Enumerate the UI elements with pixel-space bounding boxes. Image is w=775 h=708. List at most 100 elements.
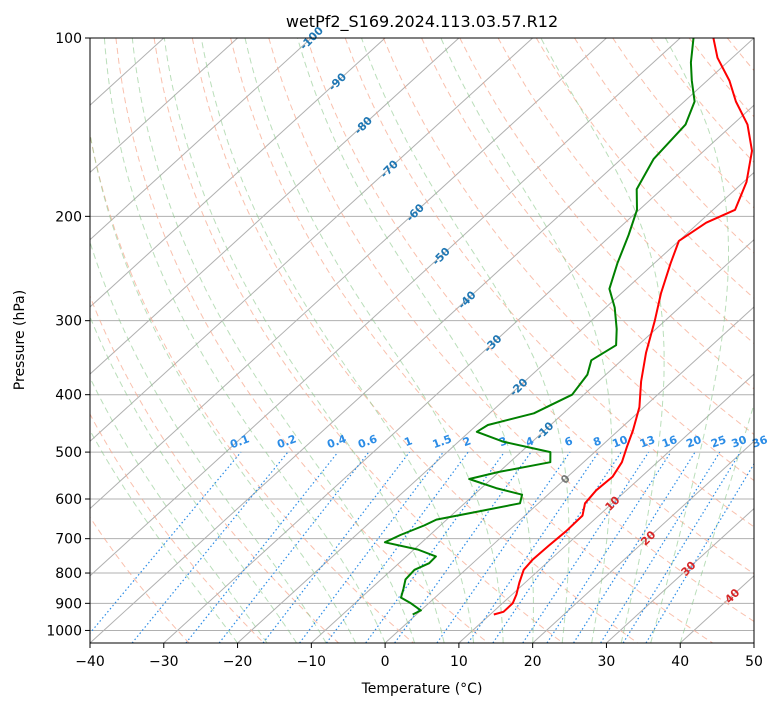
x-axis-label: Temperature (°C) [361,681,483,697]
moist-adiabat-line [650,38,729,643]
y-tick-label: 100 [55,31,82,47]
isotherm-line [90,38,460,375]
mixing-ratio-label: 2 [461,434,473,449]
dry-adiabat-line [90,132,414,643]
y-tick-label: 300 [55,314,82,330]
x-tick-label: −20 [223,654,253,670]
y-tick-label: 700 [55,532,82,548]
isotherm-line [237,171,754,643]
plot-frame [89,37,755,644]
moist-adiabat-line [90,130,357,643]
isotherm-line [310,238,754,643]
y-tick-label: 800 [55,566,82,582]
mixing-ratio-line [436,451,571,643]
mixing-ratio-label: 1 [402,434,414,449]
moist-adiabat-line [90,429,238,643]
mixing-ratio-line [645,462,754,643]
mixing-ratio-label: 36 [750,433,769,451]
mixing-ratio-line [131,451,289,643]
mixing-ratio-line [467,451,600,643]
mixing-ratio-label: 25 [709,433,728,450]
isotherm-line [163,104,754,643]
moist-adiabat-line [131,38,416,643]
moist-adiabat-line [90,240,327,643]
mixing-ratio-line [492,451,622,643]
isotherm-line [90,38,238,174]
moist-adiabat-line [163,38,445,643]
temperature-profile-line [493,38,753,616]
dry-adiabat-line [612,38,754,209]
x-axis-ticks: −40 −30 −20 −10 0 10 20 30 40 50 [75,643,763,670]
mixing-ratio-line [185,451,339,643]
x-tick-label: 40 [671,654,689,670]
mixing-ratio-line [262,451,410,643]
dry-adiabat-line [421,38,754,436]
mixing-ratio-label: 4 [524,434,536,449]
moist-adiabat-line [540,38,665,643]
y-tick-label: 600 [55,492,82,508]
mixing-ratio-line [394,451,532,643]
y-tick-label: 400 [55,388,82,404]
dry-adiabat-line [497,38,754,345]
isotherm-line [384,306,754,643]
mixing-ratio-label: 6 [563,434,575,449]
x-tick-label: −30 [149,654,179,670]
dry-adiabat-line [268,38,754,623]
x-tick-label: 0 [381,654,390,670]
sounding-profiles [383,38,753,616]
mixing-ratio-line [622,451,741,643]
isotherm-line [90,38,681,577]
moist-adiabat-line [297,38,534,643]
isotherm-line [90,38,607,510]
dry-adiabat-line [766,38,775,643]
moist-adiabat-line [440,38,613,643]
dry-adiabat-line [153,38,564,643]
mixing-ratio-label: 0.1 [228,432,251,451]
dry-adiabat-line [191,38,639,643]
moist-adiabat-line [361,38,570,643]
mixing-ratio-label: 30 [730,433,749,451]
mixing-ratio-label: 16 [660,433,679,451]
isotherm-line [753,642,754,643]
dry-adiabat-line [90,413,265,643]
y-tick-label: 900 [55,596,82,612]
y-axis-label: Pressure (hPa) [12,290,28,390]
y-axis-ticks: 1000 900 800 700 600 500 400 300 200 100 [46,31,90,639]
dry-adiabat-line [688,38,754,118]
mixing-ratio-label: 0.6 [356,432,379,451]
dry-adiabat-line [726,38,754,72]
dry-adiabat-line [90,516,190,643]
dewpoint-profile-line [383,38,696,616]
moist-adiabat-line [200,38,475,643]
isotherm-line [90,38,386,308]
x-tick-label: 20 [524,654,542,670]
mixing-ratio-line [600,451,721,643]
x-tick-label: 10 [450,654,468,670]
x-tick-label: −10 [297,654,327,670]
moist-adiabat-line [679,402,754,643]
isotherm-line [90,38,534,443]
moist-adiabat-line [244,38,504,643]
x-tick-label: 30 [598,654,616,670]
mixing-ratio-line [573,451,696,643]
dry-adiabat-line [344,38,754,528]
moist-adiabat-line [103,38,386,643]
moist-adiabat-line [90,315,298,643]
mixing-ratio-line [325,451,469,643]
moist-adiabat-line [90,376,268,643]
y-tick-label: 200 [55,209,82,225]
x-tick-label: −40 [75,654,105,670]
mixing-ratio-line [90,451,242,635]
mixing-ratio-label: 20 [684,433,703,451]
isotherm-line [532,440,754,643]
x-tick-label: 50 [745,654,763,670]
mixing-ratio-label: 0.2 [275,432,298,451]
isotherm-line [90,38,312,241]
mixing-ratio-labels: 0.1 0.2 0.4 0.6 1 1.5 2 3 4 6 8 10 13 16 20 25 30 36 [228,432,769,451]
mixing-ratio-label: 8 [591,434,603,449]
isotherm-line [90,38,754,643]
dry-adiabat-line [382,38,754,482]
dry-adiabat-line [650,38,754,164]
dry-adiabat-line [115,38,489,643]
